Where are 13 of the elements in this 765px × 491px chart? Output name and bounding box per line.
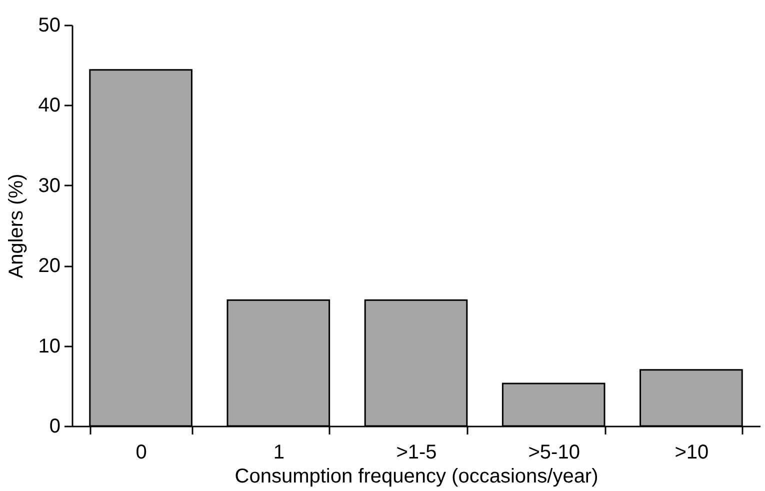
x-tick-label: >1-5 (396, 442, 437, 464)
y-axis-title: Anglers (%) (5, 174, 28, 278)
x-tick-label: >10 (674, 442, 709, 464)
y-tick-label: 10 (38, 335, 60, 358)
y-tick-label: 30 (38, 174, 60, 197)
x-tick-label: 1 (273, 442, 284, 464)
y-tick-label: 40 (38, 94, 60, 117)
y-tick-label: 0 (49, 416, 60, 438)
x-axis-title: Consumption frequency (occasions/year) (234, 466, 598, 488)
x-tick-label: 0 (136, 442, 147, 464)
x-tick-label: >5-10 (528, 442, 580, 464)
y-tick-label: 50 (38, 14, 60, 36)
y-tick-label: 20 (38, 255, 60, 278)
